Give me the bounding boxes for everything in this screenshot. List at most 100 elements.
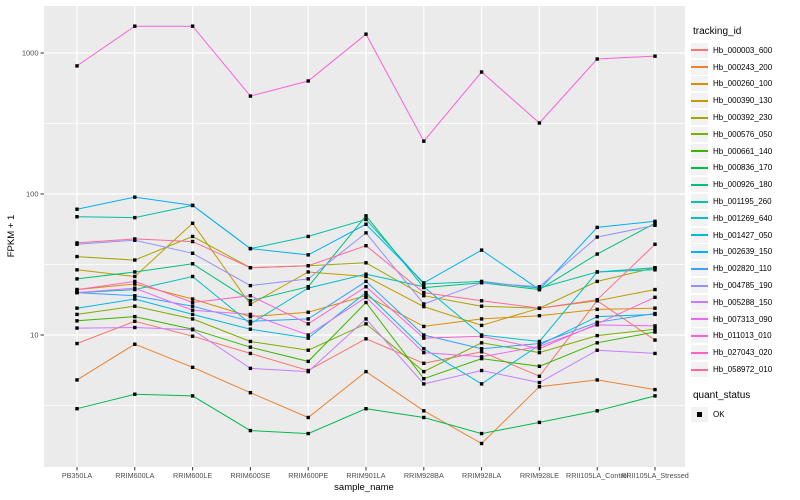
data-point [479,356,484,361]
axes: 10 100 1000 PB350LA RRIM600LA RRIM600LE RRIM60… [22,49,689,480]
data-point [479,280,484,285]
data-point [75,306,79,310]
data-point [364,317,368,321]
data-point [190,304,195,308]
legend-color-line [691,183,708,186]
legend-item: Hb_001269_640 [691,210,799,227]
data-point [248,319,253,324]
x-tick-label: RRIM600LA [115,471,154,480]
quant-status-legend-title: quant_status [693,389,751,401]
legend-title: tracking_id [693,26,742,37]
data-point [422,361,426,365]
x-tick-label: RRIM901LA [346,471,385,480]
data-point [306,359,310,364]
data-point [653,266,657,270]
legend-key-swatch [691,177,708,193]
data-point [653,324,657,328]
data-point [595,314,599,319]
data-point [248,94,253,98]
legend-color-line [691,250,708,253]
legend-item: Hb_000243_200 [691,59,799,76]
data-point [653,219,657,224]
data-point [190,24,195,28]
data-point [537,314,542,318]
data-point [306,79,310,83]
data-point [595,341,599,345]
data-point [75,254,79,259]
data-point [595,235,599,239]
data-point [75,287,79,292]
data-point [364,295,368,300]
data-point [537,121,542,125]
data-point [537,420,542,425]
quant-status-key [691,406,708,422]
data-point [653,223,657,227]
data-point [75,268,79,272]
data-point [537,350,542,355]
data-point [133,279,137,284]
data-point [133,274,137,279]
legend-key-swatch [691,227,708,243]
legend-key-swatch [691,110,708,126]
legend-item: Hb_000390_130 [691,92,799,109]
legend-item-label: Hb_005288_150 [713,297,773,307]
legend-color-line [691,150,708,153]
legend-item: Hb_002820_110 [691,260,799,277]
data-point [133,293,137,298]
data-point [537,339,542,344]
data-point [190,234,195,239]
data-point [537,364,542,368]
data-point [595,297,599,302]
legend-key-swatch [691,143,708,159]
legend-color-line [691,334,708,337]
data-point [422,350,426,355]
legend-key-swatch [691,42,708,58]
data-point [190,328,195,332]
data-point [190,300,195,305]
data-point [248,366,253,371]
data-point [653,295,657,300]
data-point [306,369,310,374]
legend-item-label: Hb_001269_640 [713,213,773,223]
legend-color-line [691,166,708,169]
data-point [422,415,426,420]
legend-key-swatch [691,345,708,361]
data-point [248,266,253,270]
data-point [537,287,542,292]
quant-status-items: OK [691,406,799,423]
data-point [190,262,195,266]
data-point [248,390,253,395]
legend: tracking_id Hb_000003_600 Hb_000243_200 Hb… [691,26,799,423]
data-point [422,304,426,309]
data-point [595,279,599,284]
data-point [133,270,137,274]
data-point [133,297,137,301]
data-point [190,297,195,301]
legend-item: Hb_000836_170 [691,160,799,177]
data-point [133,215,137,220]
data-point [364,222,368,226]
legend-key-swatch [691,76,708,92]
data-point [75,326,79,330]
data-point [595,322,599,326]
data-point [306,310,310,314]
legend-key-swatch [691,160,708,176]
y-tick-label: 10 [30,331,38,340]
data-point [306,336,310,340]
data-point [595,307,599,312]
legend-item-label: Hb_000260_100 [713,79,773,89]
legend-key-swatch [691,278,708,294]
data-point [190,334,195,338]
data-point [133,392,137,396]
y-tick-label: 1000 [22,49,39,58]
legend-color-line [691,49,708,52]
data-point [537,374,542,378]
data-point [306,264,310,268]
data-point [595,409,599,413]
data-point [479,431,484,436]
data-point [653,311,657,316]
data-point [653,287,657,292]
quant-status-label: OK [713,409,725,419]
legend-item-label: Hb_007313_090 [713,314,773,324]
data-point [306,286,310,290]
